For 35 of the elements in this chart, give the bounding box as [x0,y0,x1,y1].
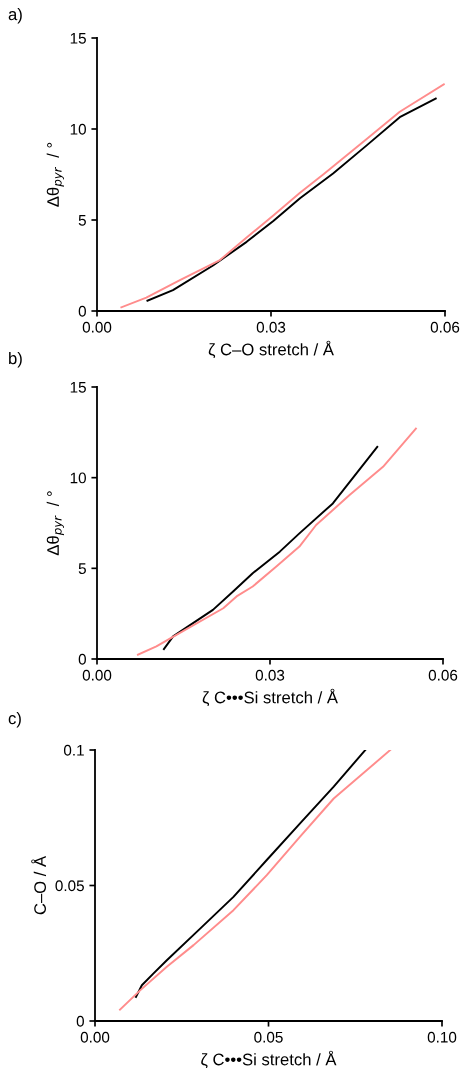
line-series [120,83,445,309]
chart-title: b) [9,352,22,368]
y-tick-label: 5 [78,563,86,575]
y-tick-label: 15 [70,33,86,44]
x-axis-title: ζ C•••Si stretch / Å [201,1050,337,1069]
x-tick-label: 0.06 [430,321,460,333]
x-tick-label: 0.05 [254,1031,283,1043]
y-tick-label: 5 [78,215,86,226]
x-tick-label: 0.03 [256,321,286,333]
x-tick-label: 0.10 [427,1031,457,1043]
x-tick-label: 0.03 [255,669,285,681]
y-axis-title: Δθ$_{pyr}$ / ° [46,491,64,556]
line-series [146,97,437,302]
y-tick-label: 10 [70,123,86,135]
x-tick-label: 0.00 [82,321,112,333]
line-series [136,427,417,656]
line-series [119,750,392,1011]
y-axis-title: Δθ$_{pyr}$ / ° [46,142,64,207]
y-axis-title: C–O / Å [31,855,46,915]
x-axis-title: ζ C•••Si stretch / Å [202,688,338,707]
y-tick-label: 0.1 [63,744,84,756]
y-tick-label: 10 [70,472,86,484]
x-axis-title: ζ C–O stretch / Å [208,340,334,359]
x-tick-label: 0.00 [80,1031,110,1043]
y-tick-label: 0.05 [55,880,84,892]
x-tick-label: 0.06 [428,669,458,681]
y-tick-label: 0 [78,653,86,665]
y-tick-label: 0 [78,305,86,317]
y-tick-label: 15 [70,382,86,393]
chart-title: a) [8,8,22,24]
line-series [162,445,379,650]
chart-title: c) [8,712,21,728]
y-tick-label: 0 [76,1015,84,1027]
x-tick-label: 0.00 [82,669,112,681]
line-series [134,750,367,998]
